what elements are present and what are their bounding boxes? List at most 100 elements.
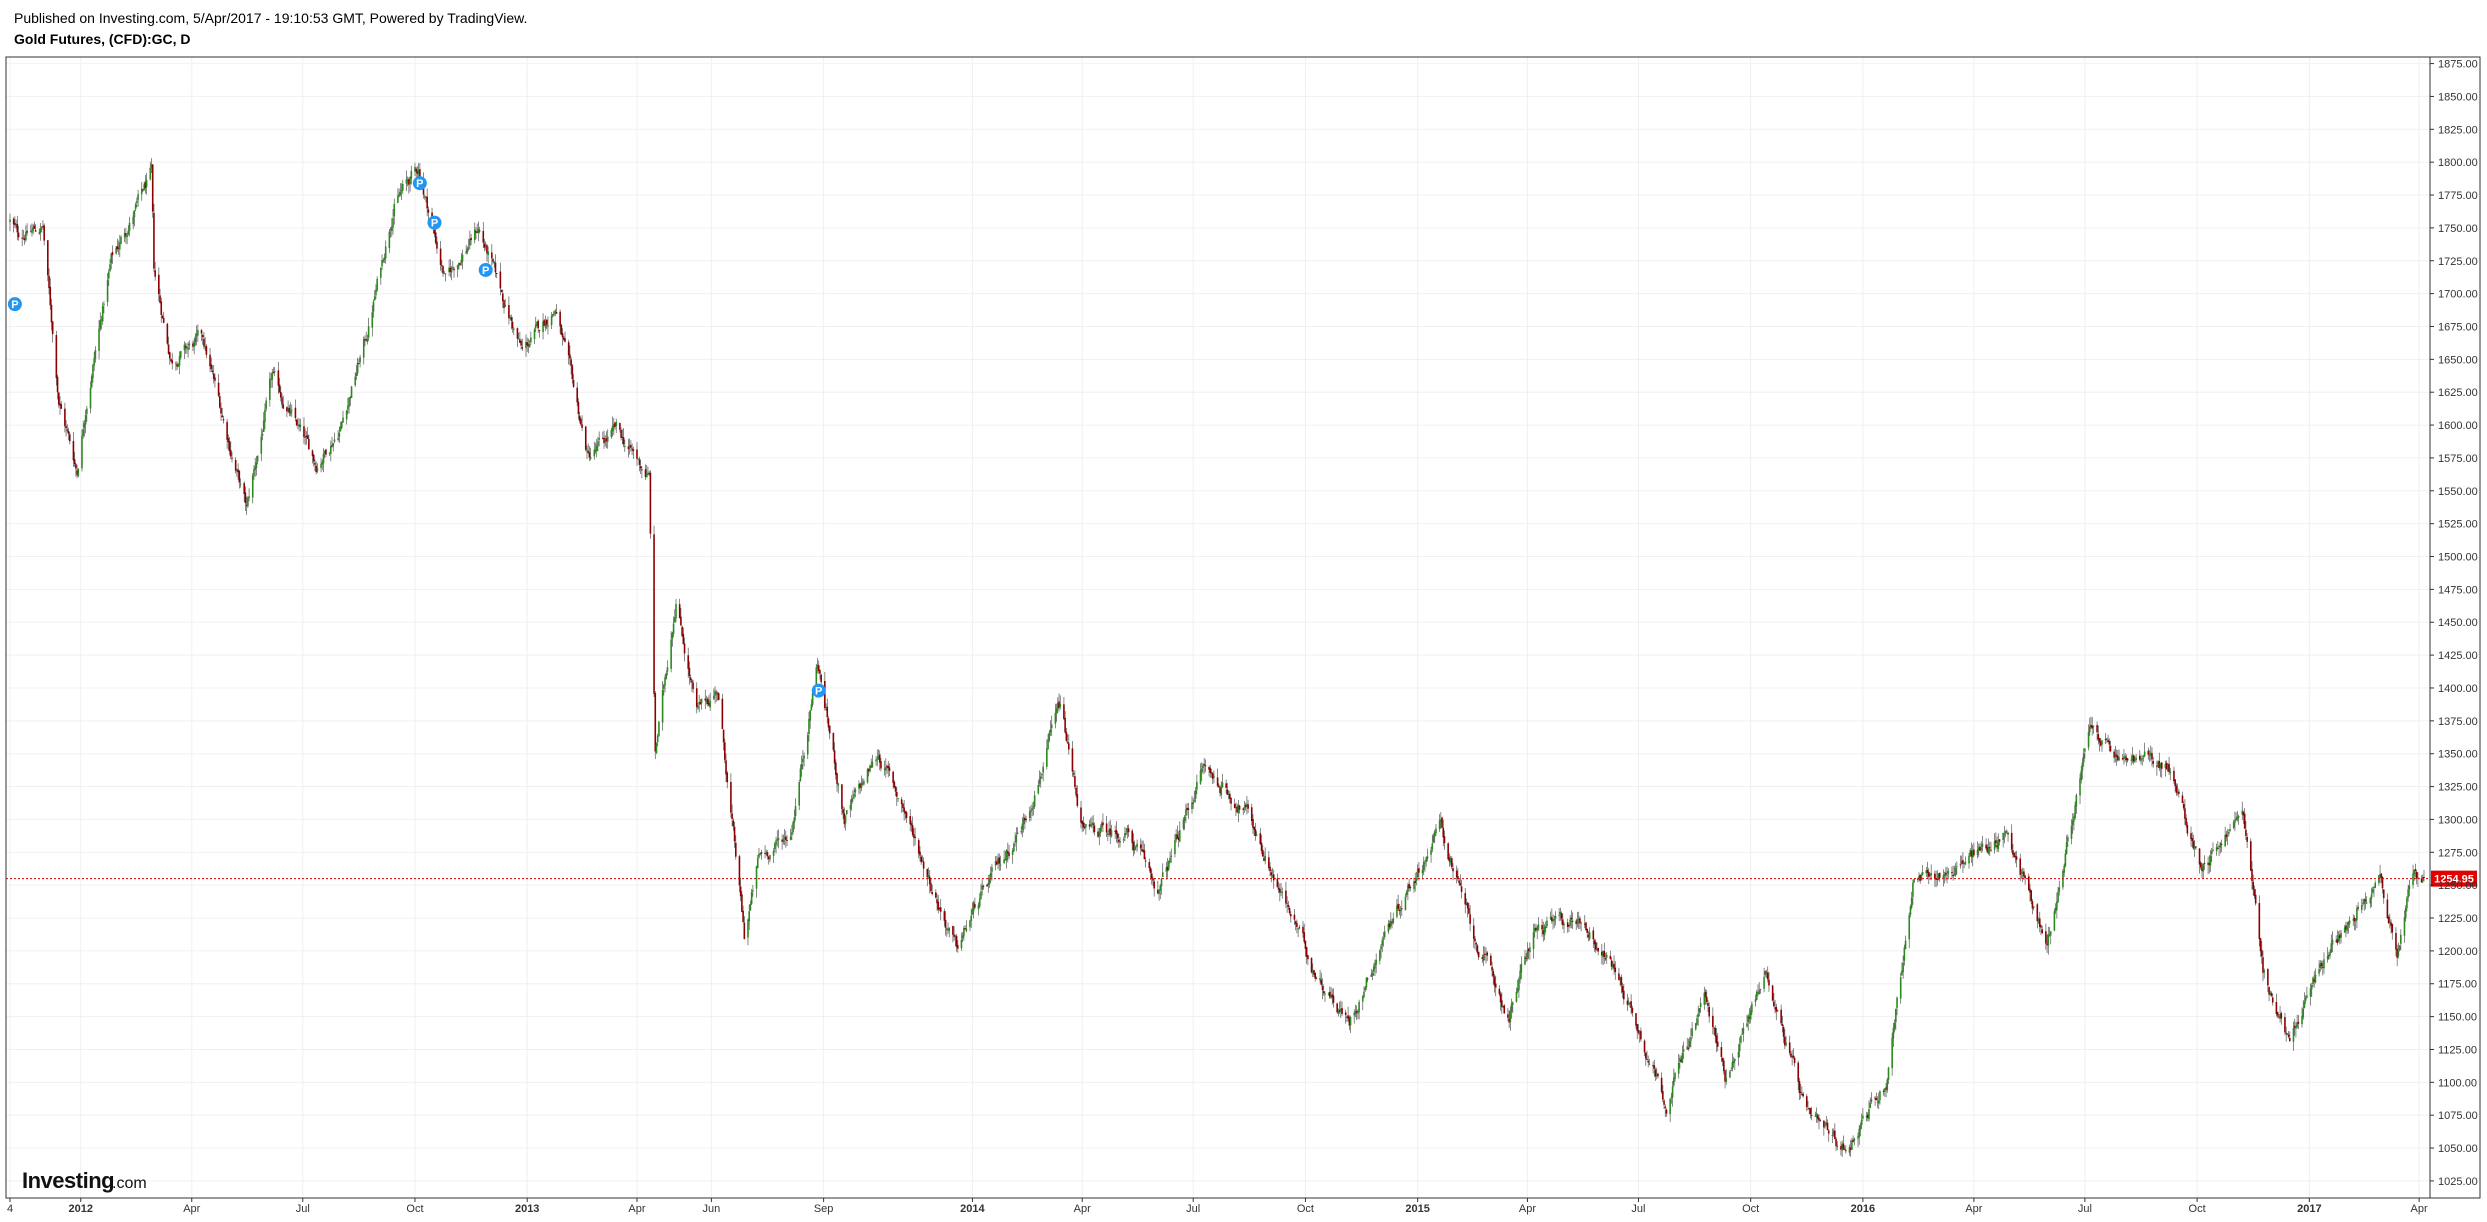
candle: [825, 703, 827, 711]
price-tick-label: 1175.00: [2438, 979, 2477, 991]
candle: [653, 525, 655, 697]
candle-body-up: [1681, 1053, 1684, 1063]
publish-marker[interactable]: P: [811, 683, 826, 698]
candle: [2191, 832, 2194, 848]
candle-body-down: [911, 825, 914, 835]
candle-body-down: [311, 450, 314, 457]
candle-body-down: [1414, 881, 1417, 884]
candle-body-down: [1610, 960, 1613, 967]
candle: [1554, 911, 1557, 926]
time-tick-label: Jul: [296, 1203, 310, 1215]
candle-body-down: [653, 534, 655, 694]
candle-body-down: [2276, 1012, 2279, 1016]
candle: [742, 905, 744, 924]
candle: [66, 424, 69, 433]
candle-body-down: [567, 342, 570, 356]
price-tick-label: 1325.00: [2438, 782, 2478, 794]
candle-body-down: [1260, 842, 1263, 851]
candle: [1943, 871, 1946, 884]
candle-body-down: [1476, 945, 1479, 953]
price-axis[interactable]: 1025.001050.001075.001100.001125.001150.…: [2430, 59, 2478, 1188]
candle-body-up: [991, 867, 993, 872]
candle: [1768, 971, 1770, 992]
publish-marker[interactable]: P: [478, 262, 493, 277]
candle: [2092, 725, 2095, 734]
candle-body-up: [1404, 896, 1407, 911]
candle: [2313, 970, 2316, 988]
candle: [2182, 801, 2185, 811]
candle-body-up: [239, 483, 242, 485]
candle: [1518, 976, 1520, 999]
publish-marker-icon[interactable]: [478, 262, 493, 277]
candle: [499, 262, 502, 296]
publish-marker-icon[interactable]: [412, 176, 427, 191]
candle: [1716, 1032, 1719, 1052]
candle-body-down: [1065, 732, 1068, 741]
candle-body-up: [330, 445, 332, 455]
candle: [466, 246, 469, 255]
candle-body-down: [1781, 1023, 1784, 1026]
candle: [1476, 944, 1479, 955]
candle: [2285, 1026, 2287, 1042]
candle-body-down: [2184, 808, 2186, 819]
candle-body-down: [1818, 1117, 1820, 1121]
publish-marker[interactable]: P: [7, 297, 22, 312]
candle: [2147, 747, 2150, 760]
candle-body-down: [1259, 833, 1262, 845]
candle-body-up: [2021, 871, 2024, 874]
candle-body-up: [1895, 1008, 1897, 1023]
candle: [1512, 1001, 1514, 1014]
candle-body-up: [1524, 956, 1526, 965]
candle-body-down: [1566, 922, 1569, 927]
candle: [1447, 842, 1449, 861]
candle: [1338, 1001, 1341, 1014]
candle: [2235, 812, 2237, 821]
candle: [1464, 887, 1467, 914]
candle-body-down: [491, 252, 493, 259]
candle: [221, 407, 224, 418]
publish-marker-icon[interactable]: [7, 297, 22, 312]
candle-body-down: [1401, 908, 1403, 910]
candle: [1797, 1060, 1800, 1090]
candle-body-down: [282, 404, 285, 409]
candle-body-up: [811, 693, 814, 705]
publish-marker[interactable]: P: [412, 176, 427, 191]
candle: [1946, 866, 1948, 884]
candle: [2412, 864, 2414, 889]
candle: [2289, 1031, 2291, 1043]
publish-marker-icon[interactable]: [427, 215, 442, 230]
publish-markers[interactable]: P P P P P: [7, 176, 826, 698]
candle: [1503, 1004, 1506, 1014]
candle-body-up: [509, 317, 511, 319]
candle-body-up: [994, 860, 997, 866]
candle: [921, 855, 924, 862]
candle: [504, 299, 507, 307]
candle: [473, 222, 476, 244]
last-price-line: 1254.95: [6, 870, 2477, 887]
candle-body-down: [2220, 843, 2223, 845]
candle: [863, 778, 865, 786]
candle-body-up: [32, 227, 34, 231]
candle: [2279, 1005, 2281, 1023]
candle-body-down: [475, 231, 477, 233]
candle-body-up: [134, 204, 137, 210]
candle-body-down: [1391, 922, 1393, 924]
candle: [1397, 894, 1399, 911]
time-axis[interactable]: 4 2012 Apr Jul Oct 2013 Apr Jun Sep 2014 Apr Jul Oct…: [7, 1198, 2428, 1215]
candle-body-down: [434, 232, 437, 243]
candle: [682, 627, 685, 645]
candle: [1161, 863, 1164, 878]
candle-body-down: [691, 680, 693, 683]
candle-body-down: [495, 273, 498, 275]
candle: [2329, 949, 2331, 959]
candle-body-up: [1862, 1115, 1864, 1119]
candle: [922, 857, 925, 878]
candle: [726, 770, 729, 789]
candle-body-up: [1942, 875, 1945, 878]
candle-body-up: [1110, 830, 1113, 837]
publish-marker-icon[interactable]: [811, 683, 826, 698]
candle: [2224, 826, 2226, 847]
publish-marker[interactable]: P: [427, 215, 442, 230]
candle-body-up: [977, 904, 980, 910]
